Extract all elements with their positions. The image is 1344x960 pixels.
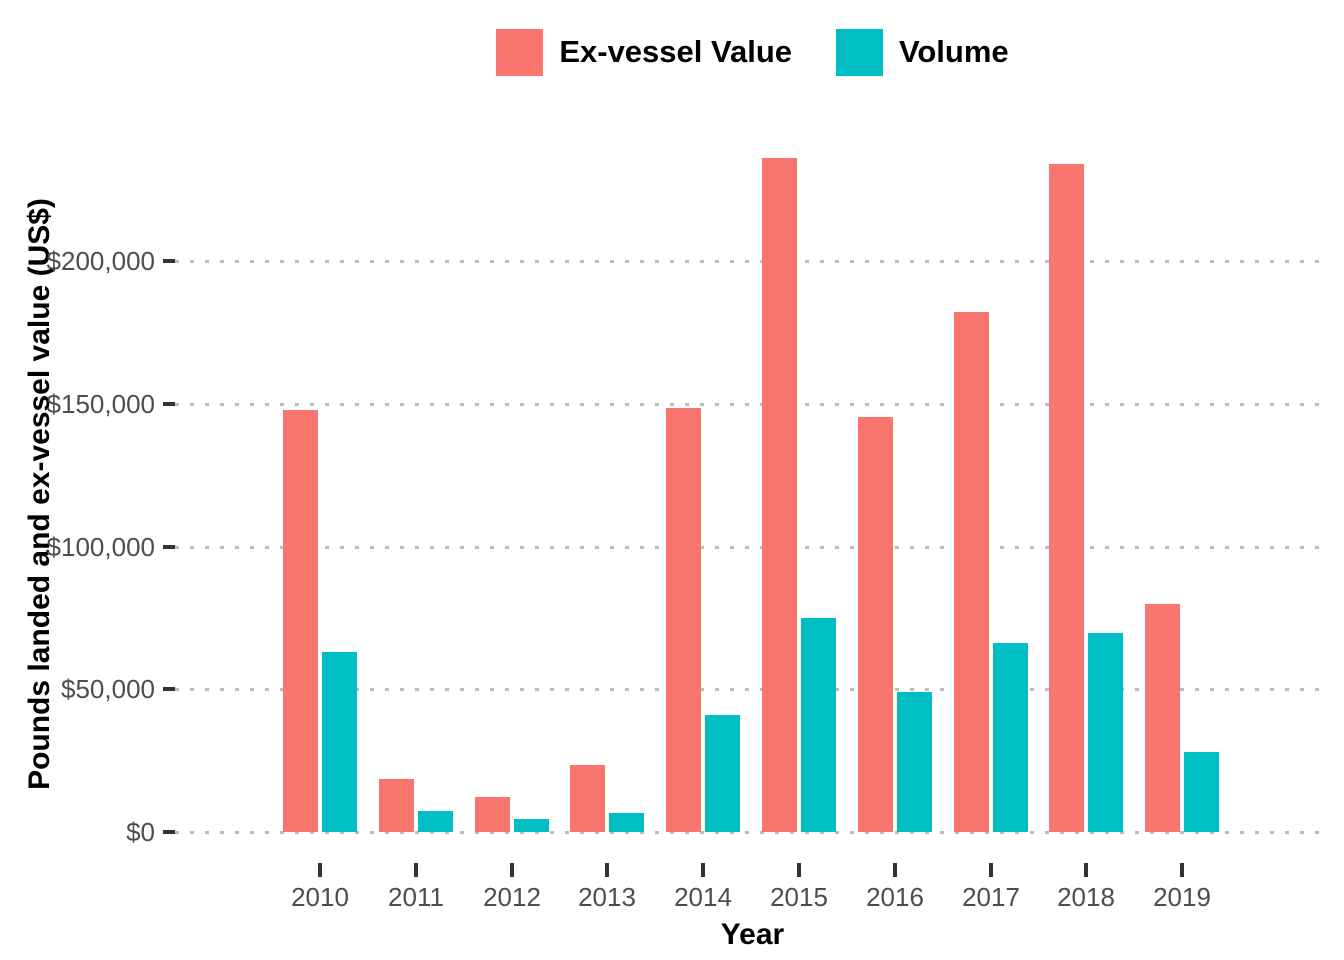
y-tick-mark-200-000 [163, 259, 175, 264]
y-tick-label-0: $0 [126, 817, 155, 847]
legend-item-volume: Volume [836, 28, 1009, 76]
gridline-200-000 [175, 260, 1330, 264]
gridline-150-000 [175, 402, 1330, 406]
x-tick-mark-2019 [1180, 863, 1184, 877]
bar-ex-vessel-value-2015 [762, 158, 797, 832]
x-tick-mark-2013 [605, 863, 609, 877]
legend-swatch-ex-vessel-value [496, 28, 544, 76]
gridline-100-000 [175, 545, 1330, 549]
x-tick-label-2014: 2014 [674, 882, 732, 912]
x-tick-mark-2011 [414, 863, 418, 877]
legend: Ex-vessel Value Volume [175, 24, 1330, 80]
gridline-50-000 [175, 688, 1330, 692]
y-tick-mark-100-000 [163, 544, 175, 549]
bar-volume-2011 [418, 811, 453, 832]
bar-ex-vessel-value-2012 [475, 797, 510, 832]
bar-ex-vessel-value-2014 [666, 408, 701, 832]
x-tick-label-2019: 2019 [1153, 882, 1211, 912]
bar-ex-vessel-value-2010 [283, 410, 318, 832]
x-tick-label-2015: 2015 [770, 882, 828, 912]
bar-volume-2015 [801, 618, 836, 832]
x-tick-label-2017: 2017 [962, 882, 1020, 912]
bar-volume-2017 [993, 643, 1028, 832]
legend-item-ex-vessel-value: Ex-vessel Value [496, 28, 792, 76]
y-tick-label-200-000: $200,000 [46, 246, 155, 277]
x-tick-label-2010: 2010 [291, 882, 349, 912]
bar-volume-2010 [322, 652, 357, 832]
x-tick-mark-2018 [1084, 863, 1088, 877]
y-tick-mark-50-000 [163, 687, 175, 692]
x-tick-mark-2015 [797, 863, 801, 877]
bar-ex-vessel-value-2018 [1049, 164, 1084, 832]
bar-volume-2014 [705, 715, 740, 832]
x-tick-label-2016: 2016 [866, 882, 924, 912]
legend-label-volume: Volume [899, 34, 1009, 69]
y-tick-mark-0 [163, 830, 175, 834]
bar-ex-vessel-value-2016 [858, 417, 893, 832]
bar-volume-2016 [897, 692, 932, 832]
legend-label-ex-vessel-value: Ex-vessel Value [559, 34, 792, 69]
x-axis-title: Year [720, 918, 785, 951]
x-tick-label-2011: 2011 [388, 882, 444, 912]
legend-swatch-volume [836, 28, 883, 76]
bar-ex-vessel-value-2011 [379, 779, 414, 832]
x-tick-mark-2010 [318, 863, 322, 877]
y-tick-label-150-000: $150,000 [46, 388, 155, 419]
bar-volume-2019 [1184, 752, 1219, 832]
bar-volume-2012 [514, 819, 549, 832]
bar-volume-2018 [1088, 633, 1123, 832]
x-tick-mark-2016 [893, 863, 897, 877]
y-tick-label-100-000: $100,000 [46, 531, 155, 562]
x-tick-label-2018: 2018 [1057, 882, 1115, 912]
y-tick-label-50-000: $50,000 [61, 674, 155, 705]
x-tick-label-2013: 2013 [578, 882, 636, 912]
bar-ex-vessel-value-2019 [1145, 604, 1180, 832]
bar-ex-vessel-value-2017 [954, 312, 989, 832]
bar-ex-vessel-value-2013 [570, 765, 605, 832]
x-tick-mark-2017 [989, 863, 993, 877]
x-tick-label-2012: 2012 [483, 882, 541, 912]
x-tick-mark-2014 [701, 863, 705, 877]
y-tick-mark-150-000 [163, 401, 175, 406]
x-tick-mark-2012 [510, 863, 514, 877]
gridline-0 [175, 831, 1330, 834]
bar-volume-2013 [609, 813, 644, 832]
